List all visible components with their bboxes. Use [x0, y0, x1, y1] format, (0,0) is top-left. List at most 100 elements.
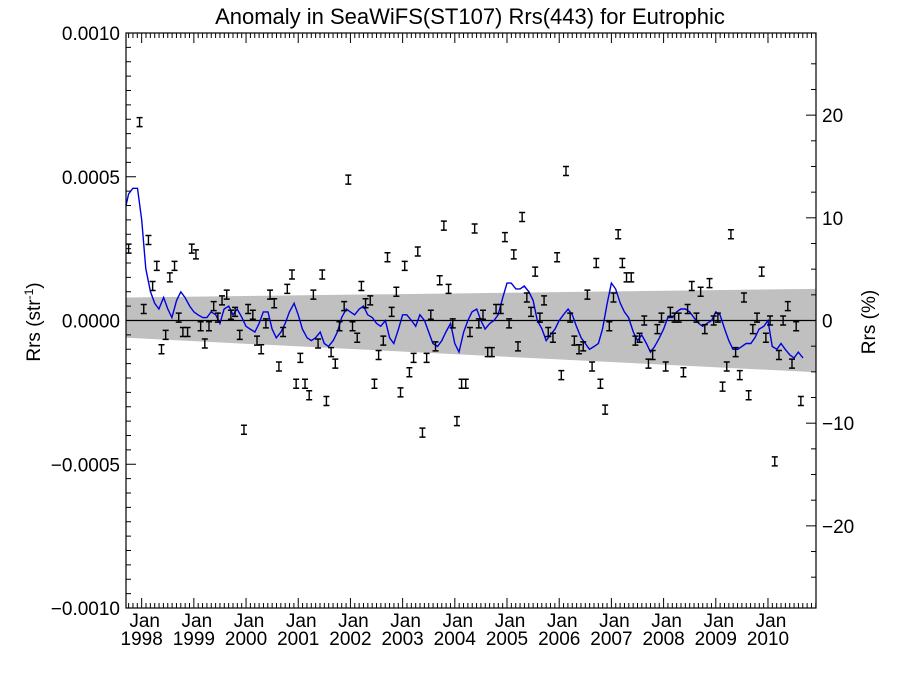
data-point — [371, 378, 378, 389]
x-tick-year-label: 2006 — [538, 629, 580, 650]
data-point — [654, 323, 661, 335]
data-point — [192, 249, 199, 260]
x-tick-year-label: 2000 — [225, 629, 267, 650]
data-point — [341, 300, 348, 312]
data-point — [236, 329, 243, 341]
data-point — [719, 381, 726, 392]
y-tick-label: −0.0010 — [51, 599, 120, 620]
data-point — [458, 378, 465, 389]
data-point — [545, 326, 552, 338]
y2-tick-label: 0 — [822, 312, 833, 333]
data-point — [562, 165, 569, 177]
x-tick-month-label: Jan — [286, 611, 317, 632]
data-point — [623, 272, 630, 283]
x-tick-month-label: Jan — [599, 611, 630, 632]
data-point — [727, 229, 734, 240]
data-point — [688, 280, 695, 292]
data-point — [593, 257, 600, 269]
y2-tick-label: −10 — [822, 414, 854, 435]
data-point — [706, 277, 713, 289]
data-point — [615, 229, 622, 240]
data-point — [453, 415, 460, 427]
data-point — [780, 315, 787, 326]
data-point — [310, 289, 317, 300]
data-point — [367, 295, 374, 306]
uncertainty-band — [126, 288, 816, 373]
data-point — [480, 309, 487, 320]
data-point — [401, 260, 408, 272]
data-point — [166, 272, 173, 283]
data-point — [258, 344, 265, 355]
data-point — [214, 312, 221, 323]
data-point — [797, 395, 804, 407]
data-point — [514, 341, 521, 352]
data-point — [684, 303, 691, 315]
data-point — [345, 174, 352, 185]
data-point — [497, 303, 504, 315]
data-point — [528, 306, 535, 318]
data-point — [384, 252, 391, 263]
data-point — [427, 309, 434, 320]
data-point — [288, 269, 295, 280]
y2-tick-label: −20 — [822, 517, 854, 538]
data-point — [349, 321, 356, 332]
data-point — [284, 283, 291, 295]
x-tick-year-label: 1998 — [121, 629, 163, 650]
data-point — [471, 223, 478, 234]
data-point — [210, 300, 217, 312]
data-point — [354, 332, 361, 343]
x-axis: Jan1998Jan1999Jan2000Jan2001Jan2002Jan20… — [121, 33, 817, 650]
data-point — [693, 312, 700, 323]
data-point — [762, 332, 769, 343]
y-axis-title: Rrs (str-1) — [22, 282, 45, 361]
data-point — [445, 283, 452, 295]
data-point — [658, 312, 665, 323]
data-point — [140, 303, 147, 315]
data-point — [462, 378, 469, 389]
data-point — [201, 338, 208, 349]
data-point — [410, 352, 417, 364]
data-point — [275, 361, 282, 372]
data-point — [388, 306, 395, 318]
data-point — [632, 335, 639, 346]
data-point — [232, 306, 239, 318]
data-point — [488, 346, 495, 358]
data-point — [158, 344, 165, 355]
data-point — [406, 367, 413, 378]
data-point — [745, 390, 752, 401]
data-point — [619, 257, 626, 269]
data-point — [758, 266, 765, 277]
data-point — [397, 387, 404, 398]
data-point — [793, 321, 800, 332]
data-point — [754, 312, 761, 323]
data-point — [293, 378, 300, 389]
x-tick-year-label: 2010 — [747, 629, 789, 650]
data-point — [740, 292, 747, 303]
data-point — [423, 352, 430, 364]
x-tick-year-label: 2007 — [590, 629, 632, 650]
data-point — [532, 266, 539, 277]
x-tick-year-label: 2008 — [642, 629, 684, 650]
data-point — [580, 341, 587, 352]
data-point — [188, 243, 195, 254]
data-point — [358, 280, 365, 292]
data-point — [662, 361, 669, 372]
y-tick-label: 0.0010 — [62, 24, 120, 45]
data-point — [697, 286, 704, 297]
data-point — [771, 456, 778, 467]
data-point — [249, 309, 256, 320]
x-tick-year-label: 2004 — [434, 629, 477, 650]
data-point — [197, 321, 204, 332]
data-point — [380, 335, 387, 346]
x-tick-year-label: 1999 — [173, 629, 215, 650]
data-point — [184, 326, 191, 338]
data-point — [749, 323, 756, 335]
data-point — [271, 298, 278, 309]
data-point — [219, 295, 226, 306]
data-point — [775, 349, 782, 361]
data-point — [136, 116, 143, 128]
y-tick-label: 0.0005 — [62, 168, 120, 189]
data-point — [319, 269, 326, 280]
data-point — [336, 321, 343, 332]
